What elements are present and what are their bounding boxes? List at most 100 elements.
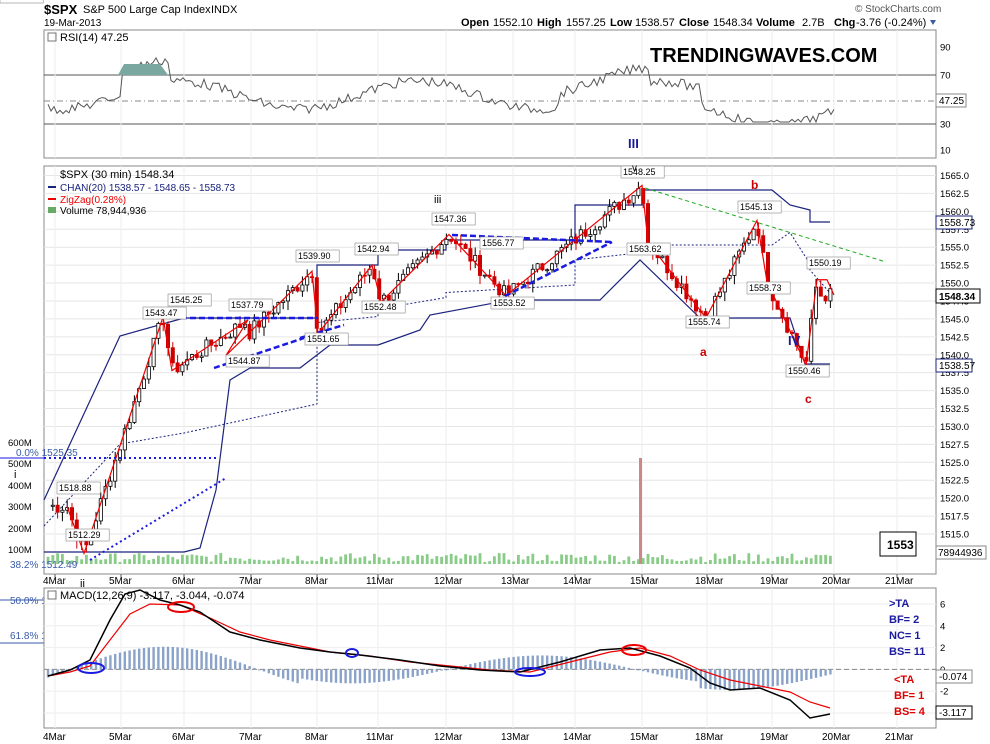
pivot-label-box xyxy=(479,236,524,250)
volume-bar xyxy=(277,559,280,564)
candle-body xyxy=(405,267,410,275)
x-tick-label: 14Mar xyxy=(563,576,592,587)
wave-c: c xyxy=(805,392,812,406)
macd-hist-tag-text: -0.074 xyxy=(939,672,968,683)
volume-bar xyxy=(656,557,659,564)
macd-hist-bar xyxy=(675,669,678,679)
volume-bar xyxy=(713,553,717,564)
macd-hist-bar xyxy=(224,657,227,670)
volume-bar xyxy=(694,559,698,564)
macd-hist-bar xyxy=(814,669,818,678)
volume-bar xyxy=(406,556,410,564)
volume-bar xyxy=(819,555,823,564)
pivot-label: 1545.13 xyxy=(740,202,773,212)
price-tick-label: 1522.5 xyxy=(940,476,969,487)
x-tick-label: 20Mar xyxy=(822,732,851,743)
volume-value: 2.7B xyxy=(802,17,825,29)
candle-body xyxy=(108,480,113,487)
volume-bar xyxy=(166,554,170,564)
stat-bs-bottom: BS= 4 xyxy=(894,706,926,718)
price-tick-label: 1527.5 xyxy=(940,440,969,451)
stat-ta-bottom: <TA xyxy=(894,674,914,686)
macd-hist-bar xyxy=(627,667,630,670)
chg-label: Chg xyxy=(834,17,855,29)
volume-bar xyxy=(805,557,808,564)
volume-bar xyxy=(209,561,213,564)
candle-body xyxy=(161,323,166,325)
pivot-label-box xyxy=(737,200,782,214)
volume-bar xyxy=(344,554,347,564)
macd-hist-bar xyxy=(186,648,189,670)
volume-bar xyxy=(157,555,160,564)
volume-bar xyxy=(70,560,74,564)
x-tick-label: 19Mar xyxy=(760,732,789,743)
credit: © StockCharts.com xyxy=(855,4,941,15)
macd-hist-bar xyxy=(642,669,645,672)
price-tick-label: 1520.0 xyxy=(940,494,969,505)
volume-bar xyxy=(214,554,218,564)
volume-bar xyxy=(737,560,741,564)
volume-bar xyxy=(238,558,242,564)
volume-bar xyxy=(353,558,357,564)
rsi-overbought-fill xyxy=(118,64,168,75)
volume-bar xyxy=(253,559,256,564)
macd-hist-bar xyxy=(349,669,352,684)
candle-body xyxy=(550,263,555,271)
macd-hist-bar xyxy=(387,669,390,681)
macd-hist-bar xyxy=(541,655,544,670)
macd-hist-bar xyxy=(339,669,342,684)
volume-bar xyxy=(824,554,827,564)
macd-hist-bar xyxy=(709,669,712,690)
crossover-marker xyxy=(345,648,359,658)
macd-hist-bar xyxy=(90,661,93,670)
volume-bar xyxy=(459,558,463,564)
volume-tag xyxy=(935,545,987,560)
candle-body xyxy=(468,248,473,262)
last-price-tag xyxy=(935,288,981,304)
volume-bar xyxy=(536,561,539,564)
volume-bar xyxy=(363,556,367,564)
candle-body xyxy=(631,195,636,204)
macd-hist-bar xyxy=(138,648,141,670)
macd-hist-bar xyxy=(680,669,683,680)
macd-hist-bar xyxy=(162,646,165,670)
trend-dashed-5 xyxy=(504,240,613,298)
volume-bar xyxy=(435,556,439,564)
volume-bar xyxy=(368,560,371,564)
watermark: TRENDINGWAVES.COM xyxy=(650,45,877,67)
pivot-label-box xyxy=(167,293,212,307)
volume-bar xyxy=(171,556,175,564)
price-tick-label: 1540.0 xyxy=(940,350,969,361)
candle-body xyxy=(146,366,151,380)
macd-line xyxy=(47,589,831,719)
volume-bar xyxy=(517,554,520,564)
volume-bar xyxy=(286,558,290,564)
macd-hist-bar xyxy=(61,669,64,673)
x-axis-macd: 4Mar 5Mar 6Mar 7Mar 8Mar 11Mar 12Mar 13Mar 14Mar… xyxy=(43,732,914,743)
candle-body xyxy=(823,295,828,302)
macd-hist-bar xyxy=(742,669,746,690)
x-tick-label: 19Mar xyxy=(760,576,789,587)
volume-bar xyxy=(613,555,616,564)
dropdown-icon[interactable] xyxy=(930,20,936,25)
candle-body xyxy=(530,268,535,285)
macd-hist-bar xyxy=(118,652,122,670)
volume-bar xyxy=(325,559,328,564)
candle-body xyxy=(761,235,766,253)
volume-bar xyxy=(795,560,799,564)
price-tick-label: 1560.0 xyxy=(940,207,969,218)
macd-hist-bar xyxy=(603,662,606,670)
wave-b: b xyxy=(751,178,758,192)
macd-hist-bar xyxy=(426,669,429,674)
volume-spike xyxy=(639,458,642,564)
wave-iii-small: iii xyxy=(434,194,441,206)
macd-hist-bar xyxy=(392,669,395,681)
chan-lower-tag xyxy=(935,358,973,373)
volume-tick-label: 600M xyxy=(8,438,32,449)
price-tick-label: 1525.0 xyxy=(940,458,969,469)
macd-hist-bar xyxy=(238,662,242,670)
volume-bar xyxy=(142,555,146,564)
candle-body xyxy=(209,339,214,346)
price-tick-label: 1552.5 xyxy=(940,261,969,272)
macd-hist-bar xyxy=(502,658,506,670)
